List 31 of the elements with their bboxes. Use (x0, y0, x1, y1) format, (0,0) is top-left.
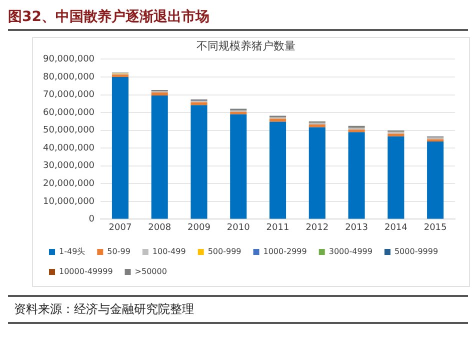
chart-subtitle: 不同规模养猪户数量 (196, 39, 296, 52)
y-tick-label: 10,000,000 (43, 196, 95, 207)
legend-label: 1000-2999 (263, 247, 307, 256)
x-tick-label: 2007 (108, 222, 132, 233)
legend-label: >50000 (134, 267, 167, 276)
x-tick-label: 2009 (188, 222, 211, 233)
y-tick-label: 30,000,000 (43, 161, 95, 172)
text: 资料来源：经济与金融研究院整理 (14, 301, 195, 318)
legend-label: 1-49头 (59, 247, 86, 256)
x-tick-label: 2013 (345, 222, 368, 233)
x-tick-label: 2008 (148, 222, 172, 233)
y-tick-label: 80,000,000 (43, 72, 95, 82)
y-tick-label: 20,000,000 (43, 178, 95, 189)
y-tick-label: 70,000,000 (43, 90, 95, 100)
x-tick-label: 2015 (424, 222, 447, 233)
chart-title: 图32、中国散养户逐渐退出市场 (8, 8, 468, 31)
x-tick-label: 2011 (266, 222, 290, 233)
legend-label: 10000-49999 (59, 267, 113, 276)
legend-label: 3000-4999 (328, 247, 372, 256)
y-tick-label: 50,000,000 (43, 126, 95, 136)
y-tick-label: 0 (88, 214, 95, 225)
x-tick-label: 2014 (384, 222, 408, 233)
y-tick-label: 90,000,000 (43, 54, 95, 65)
legend-label: 100-499 (152, 247, 186, 256)
legend-label: 500-999 (208, 247, 242, 256)
x-tick-label: 2012 (306, 222, 329, 233)
legend-label: 5000-9999 (394, 247, 438, 256)
y-tick-label: 40,000,000 (43, 143, 95, 154)
legend-label: 50-99 (107, 247, 130, 256)
x-tick-label: 2010 (226, 222, 250, 233)
y-tick-label: 60,000,000 (43, 108, 95, 118)
